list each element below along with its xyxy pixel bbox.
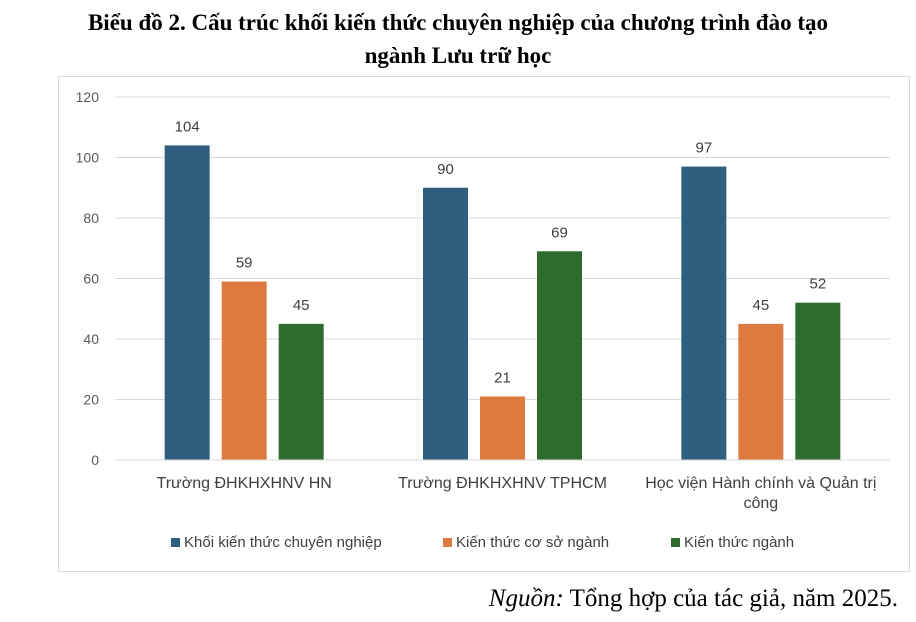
data-label-s2-c2: 52 xyxy=(809,276,826,293)
x-tick-label-1: Trường ĐHKHXHNV TPHCM xyxy=(398,475,607,492)
data-label-s0-c0: 104 xyxy=(175,118,200,135)
y-tick-label-80: 80 xyxy=(83,210,99,226)
source-text: Tổng hợp của tác giả, năm 2025. xyxy=(569,585,898,612)
y-tick-label-0: 0 xyxy=(91,452,99,468)
chart-frame xyxy=(58,76,910,572)
y-tick-label-40: 40 xyxy=(83,331,99,347)
legend-label-0: Khối kiến thức chuyên nghiệp xyxy=(184,534,382,551)
y-tick-label-100: 100 xyxy=(76,150,100,166)
data-label-s0-c1: 90 xyxy=(437,161,454,178)
legend-label-1: Kiến thức cơ sở ngành xyxy=(456,534,609,551)
y-tick-label-120: 120 xyxy=(76,89,100,105)
data-label-s1-c2: 45 xyxy=(752,297,769,314)
legend-swatch-2 xyxy=(671,538,680,547)
legend-swatch-1 xyxy=(443,538,452,547)
x-tick-label-0: Trường ĐHKHXHNV HN xyxy=(157,475,332,492)
data-label-s0-c2: 97 xyxy=(695,140,712,157)
y-tick-label-20: 20 xyxy=(83,392,99,408)
bar-s0-c0 xyxy=(164,145,210,460)
bar-s0-c2 xyxy=(681,166,727,460)
x-tick-label-2-line2: công xyxy=(743,495,778,512)
legend-label-2: Kiến thức ngành xyxy=(684,534,794,551)
data-label-s2-c0: 45 xyxy=(293,297,310,314)
bar-s2-c0 xyxy=(278,323,324,460)
chart-title: Biểu đồ 2. Cấu trúc khối kiến thức chuyê… xyxy=(0,6,916,72)
y-tick-label-60: 60 xyxy=(83,271,99,287)
bar-s2-c1 xyxy=(537,251,582,460)
bar-s1-c0 xyxy=(221,281,267,460)
source-label: Nguồn: xyxy=(488,585,564,612)
x-tick-label-2: Học viện Hành chính và Quản trị xyxy=(645,475,876,492)
source-note: Nguồn: Tổng hợp của tác giả, năm 2025. xyxy=(489,585,898,613)
bar-s2-c2 xyxy=(795,302,841,460)
data-label-s1-c1: 21 xyxy=(494,369,511,386)
bar-s1-c2 xyxy=(738,323,784,460)
data-label-s1-c0: 59 xyxy=(236,255,253,272)
bar-s1-c1 xyxy=(480,396,525,460)
bar-s0-c1 xyxy=(423,187,468,460)
data-label-s2-c1: 69 xyxy=(551,224,568,241)
chart-title-line-2: ngành Lưu trữ học xyxy=(364,43,552,68)
chart-title-line-1: Biểu đồ 2. Cấu trúc khối kiến thức chuyê… xyxy=(87,10,829,35)
legend-swatch-0 xyxy=(171,538,180,547)
